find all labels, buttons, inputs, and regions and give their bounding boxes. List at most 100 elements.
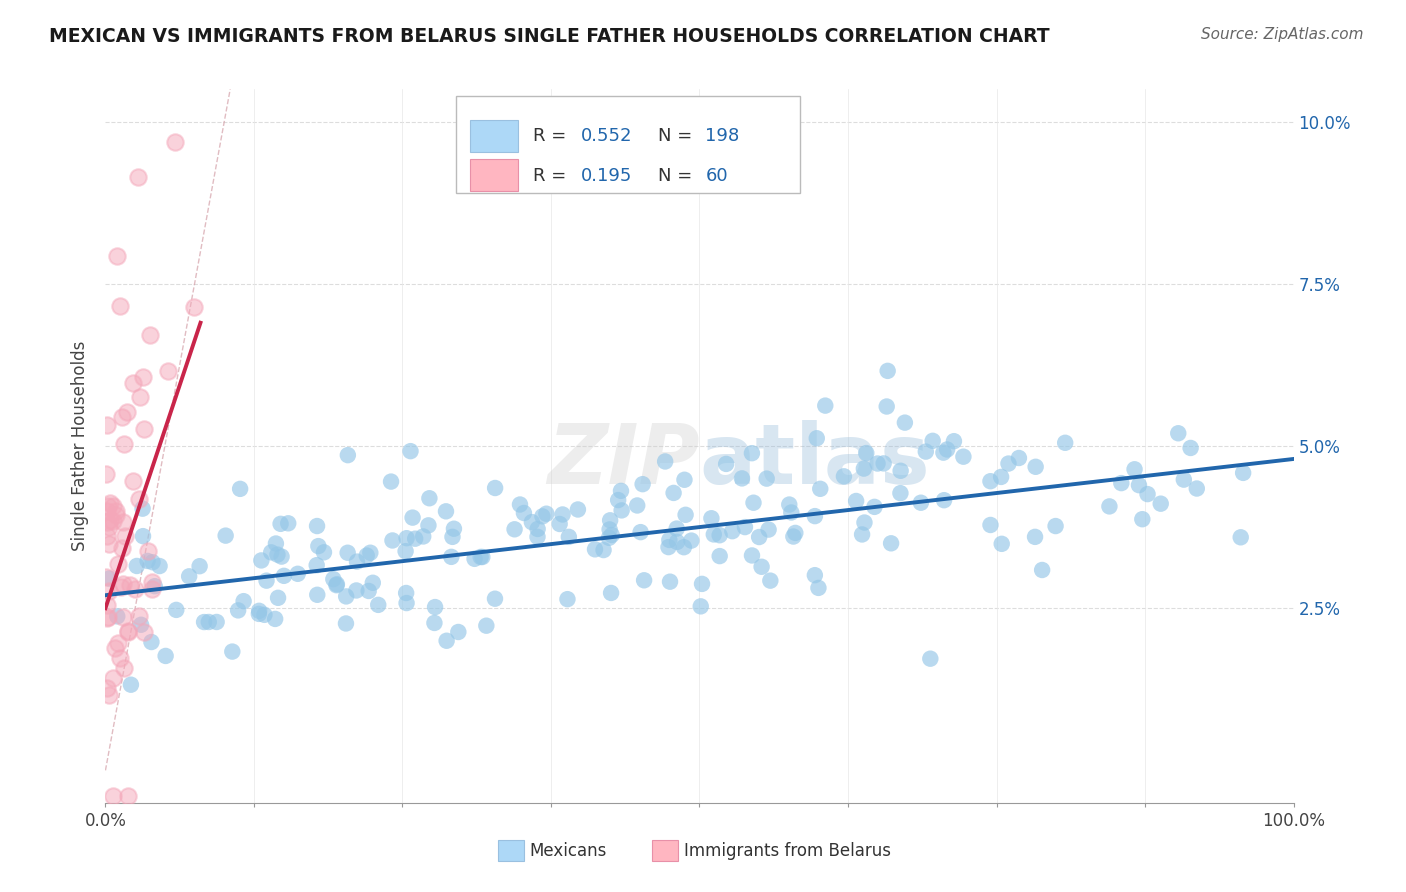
Point: [101, 789, 124, 804]
Point: [108, 299, 131, 313]
Point: [359, 546, 381, 560]
Point: [101, 499, 124, 513]
Point: [418, 518, 440, 533]
Text: Immigrants from Belarus: Immigrants from Belarus: [685, 842, 891, 860]
Text: 198: 198: [706, 128, 740, 145]
Point: [128, 491, 150, 506]
Point: [1128, 478, 1150, 492]
Point: [335, 590, 357, 604]
Point: [1130, 512, 1153, 526]
Point: [914, 444, 936, 458]
Point: [832, 469, 855, 483]
Point: [155, 648, 177, 663]
Point: [610, 483, 633, 498]
Point: [814, 399, 837, 413]
Point: [434, 504, 457, 518]
Point: [700, 511, 723, 525]
Point: [654, 454, 676, 468]
Point: [139, 328, 162, 343]
Point: [112, 661, 135, 675]
Point: [548, 516, 571, 531]
Text: N =: N =: [658, 167, 697, 185]
Point: [778, 498, 800, 512]
Point: [709, 549, 731, 563]
Point: [598, 531, 620, 545]
Point: [558, 530, 581, 544]
Point: [721, 524, 744, 538]
Text: MEXICAN VS IMMIGRANTS FROM BELARUS SINGLE FATHER HOUSEHOLDS CORRELATION CHART: MEXICAN VS IMMIGRANTS FROM BELARUS SINGL…: [49, 27, 1050, 45]
Point: [551, 508, 574, 522]
Point: [128, 608, 150, 623]
Point: [232, 594, 254, 608]
Point: [270, 549, 292, 564]
Point: [98, 513, 121, 527]
Point: [464, 551, 486, 566]
Point: [1031, 563, 1053, 577]
Point: [214, 528, 236, 542]
Point: [124, 582, 146, 597]
Point: [780, 506, 803, 520]
Point: [134, 625, 156, 640]
Point: [600, 528, 623, 542]
Point: [287, 566, 309, 581]
Point: [305, 558, 328, 573]
Point: [97, 537, 120, 551]
Point: [367, 598, 389, 612]
Point: [260, 545, 283, 559]
Point: [758, 523, 780, 537]
Point: [1098, 500, 1121, 514]
Point: [115, 405, 138, 419]
Point: [755, 472, 778, 486]
Point: [979, 518, 1001, 533]
Point: [785, 525, 807, 540]
Point: [148, 559, 170, 574]
Point: [567, 502, 589, 516]
FancyBboxPatch shape: [652, 840, 678, 862]
Point: [610, 503, 633, 517]
Point: [536, 507, 558, 521]
Point: [1229, 530, 1251, 544]
Point: [658, 533, 681, 547]
Text: Source: ZipAtlas.com: Source: ZipAtlas.com: [1201, 27, 1364, 42]
Point: [104, 640, 127, 655]
Point: [1173, 473, 1195, 487]
Point: [307, 539, 329, 553]
Point: [98, 584, 121, 599]
Point: [127, 169, 149, 184]
Point: [112, 436, 135, 450]
Point: [250, 553, 273, 567]
Point: [270, 516, 292, 531]
Point: [143, 579, 166, 593]
Point: [336, 546, 359, 560]
Point: [336, 448, 359, 462]
Point: [531, 509, 554, 524]
Point: [889, 486, 911, 500]
Point: [394, 544, 416, 558]
Point: [942, 434, 965, 449]
Point: [990, 537, 1012, 551]
Point: [395, 586, 418, 600]
Point: [97, 520, 120, 534]
Point: [264, 536, 287, 550]
Point: [672, 540, 695, 554]
Point: [96, 598, 118, 612]
Point: [361, 575, 384, 590]
Point: [845, 494, 868, 508]
Point: [742, 496, 765, 510]
Point: [703, 527, 725, 541]
Point: [401, 510, 423, 524]
Point: [273, 569, 295, 583]
Point: [226, 603, 249, 617]
Point: [741, 446, 763, 460]
Point: [440, 549, 463, 564]
FancyBboxPatch shape: [470, 120, 517, 152]
Point: [105, 609, 128, 624]
Point: [804, 509, 827, 524]
Point: [111, 541, 134, 555]
Text: N =: N =: [658, 128, 697, 145]
Point: [322, 572, 344, 586]
Point: [107, 557, 129, 571]
Point: [921, 434, 943, 448]
Point: [557, 592, 579, 607]
Point: [96, 681, 118, 695]
